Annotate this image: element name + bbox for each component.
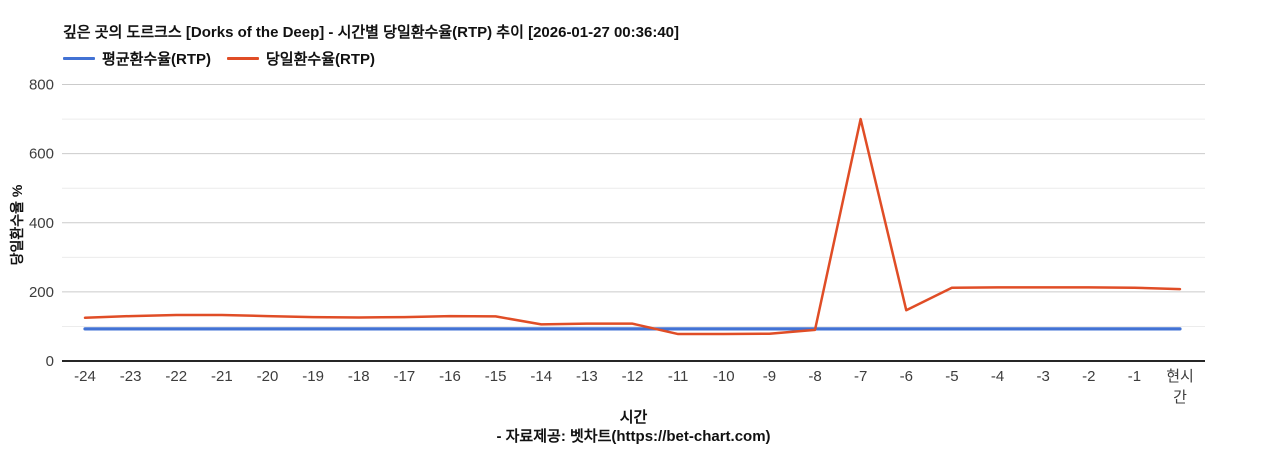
x-tick-label: -22 (165, 368, 187, 385)
x-tick-label: -1 (1128, 368, 1141, 385)
legend-item-daily-rtp[interactable]: 당일환수율(RTP) (227, 48, 375, 69)
legend-item-average-rtp[interactable]: 평균환수율(RTP) (63, 48, 211, 69)
y-tick-label: 200 (29, 284, 54, 301)
x-tick-label: -15 (485, 368, 507, 385)
x-tick-label: 간 (1173, 389, 1187, 406)
x-tick-label: -23 (120, 368, 142, 385)
x-tick-label: -20 (257, 368, 279, 385)
series-line-daily-rtp (83, 117, 1182, 336)
x-tick-label: -2 (1082, 368, 1095, 385)
x-tick-label: -21 (211, 368, 233, 385)
x-tick-label: -12 (622, 368, 644, 385)
legend: 평균환수율(RTP) 당일환수율(RTP) (63, 48, 375, 69)
x-tick-label: 현시 (1166, 368, 1194, 385)
legend-swatch (63, 56, 95, 60)
x-tick-label: -6 (900, 368, 913, 385)
chart-title: 깊은 곳의 도르크스 [Dorks of the Deep] - 시간별 당일환… (63, 24, 680, 41)
x-tick-label: -4 (991, 368, 1004, 385)
x-tick-label: -19 (302, 368, 324, 385)
y-tick-label: 400 (29, 215, 54, 232)
x-tick-label: -16 (439, 368, 461, 385)
x-tick-label: -9 (763, 368, 776, 385)
x-tick-label: -5 (945, 368, 958, 385)
x-axis-title: 시간 (619, 409, 648, 426)
x-tick-label: -17 (394, 368, 416, 385)
y-tick-label: 0 (46, 353, 54, 370)
source-credit: - 자료제공: 벳차트(https://bet-chart.com) (496, 428, 771, 445)
x-tick-label: -24 (74, 368, 96, 385)
legend-label: 당일환수율(RTP) (266, 50, 375, 68)
x-tick-label: -3 (1036, 368, 1049, 385)
x-tick-label: -10 (713, 368, 735, 385)
x-tick-label: -14 (530, 368, 552, 385)
y-tick-label: 800 (29, 77, 54, 94)
legend-swatch (227, 56, 259, 60)
x-tick-label: -7 (854, 368, 867, 385)
x-tick-label: -11 (668, 368, 689, 385)
x-tick-label: -8 (808, 368, 821, 385)
x-tick-label: -13 (576, 368, 598, 385)
x-tick-label: -18 (348, 368, 370, 385)
legend-label: 평균환수율(RTP) (102, 50, 211, 68)
y-tick-label: 600 (29, 146, 54, 163)
